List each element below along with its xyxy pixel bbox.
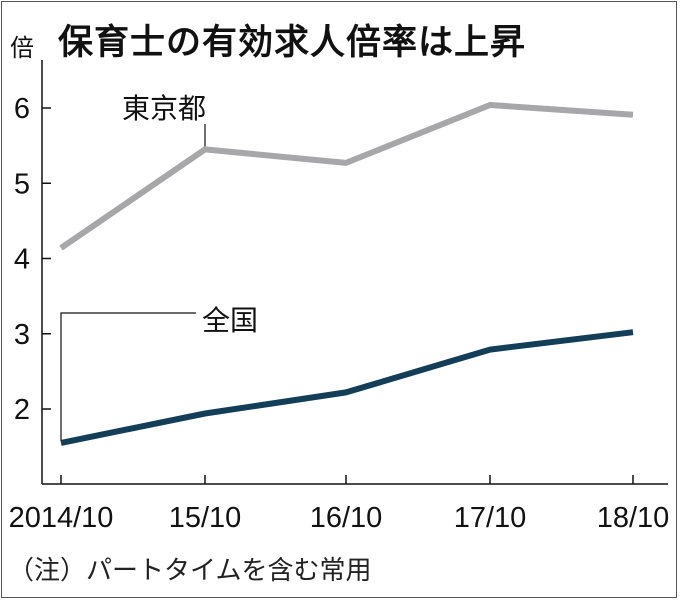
series-label-tokyo: 東京都 (122, 92, 206, 125)
x-tick-label: 18/10 (597, 502, 670, 534)
series-line-tokyo (59, 102, 634, 251)
y-tick-label: 4 (14, 244, 30, 276)
chart-title: 保育士の有効求人倍率は上昇 (58, 23, 527, 63)
x-tick-label: 2014/10 (9, 502, 114, 534)
x-tick-label: 16/10 (310, 502, 383, 534)
leader-line-national (60, 312, 196, 441)
footnote: （注）パートタイムを含む常用 (8, 556, 372, 586)
y-tick-label: 5 (14, 168, 30, 200)
series-label-national: 全国 (202, 304, 258, 337)
y-tick-label: 6 (14, 93, 30, 125)
y-tick-label: 2 (14, 394, 30, 426)
x-tick-label: 17/10 (454, 502, 527, 534)
x-tick-label: 15/10 (169, 502, 242, 534)
y-tick-label: 3 (14, 319, 30, 351)
series-line-national (60, 329, 634, 446)
y-axis-unit: 倍 (10, 34, 34, 62)
